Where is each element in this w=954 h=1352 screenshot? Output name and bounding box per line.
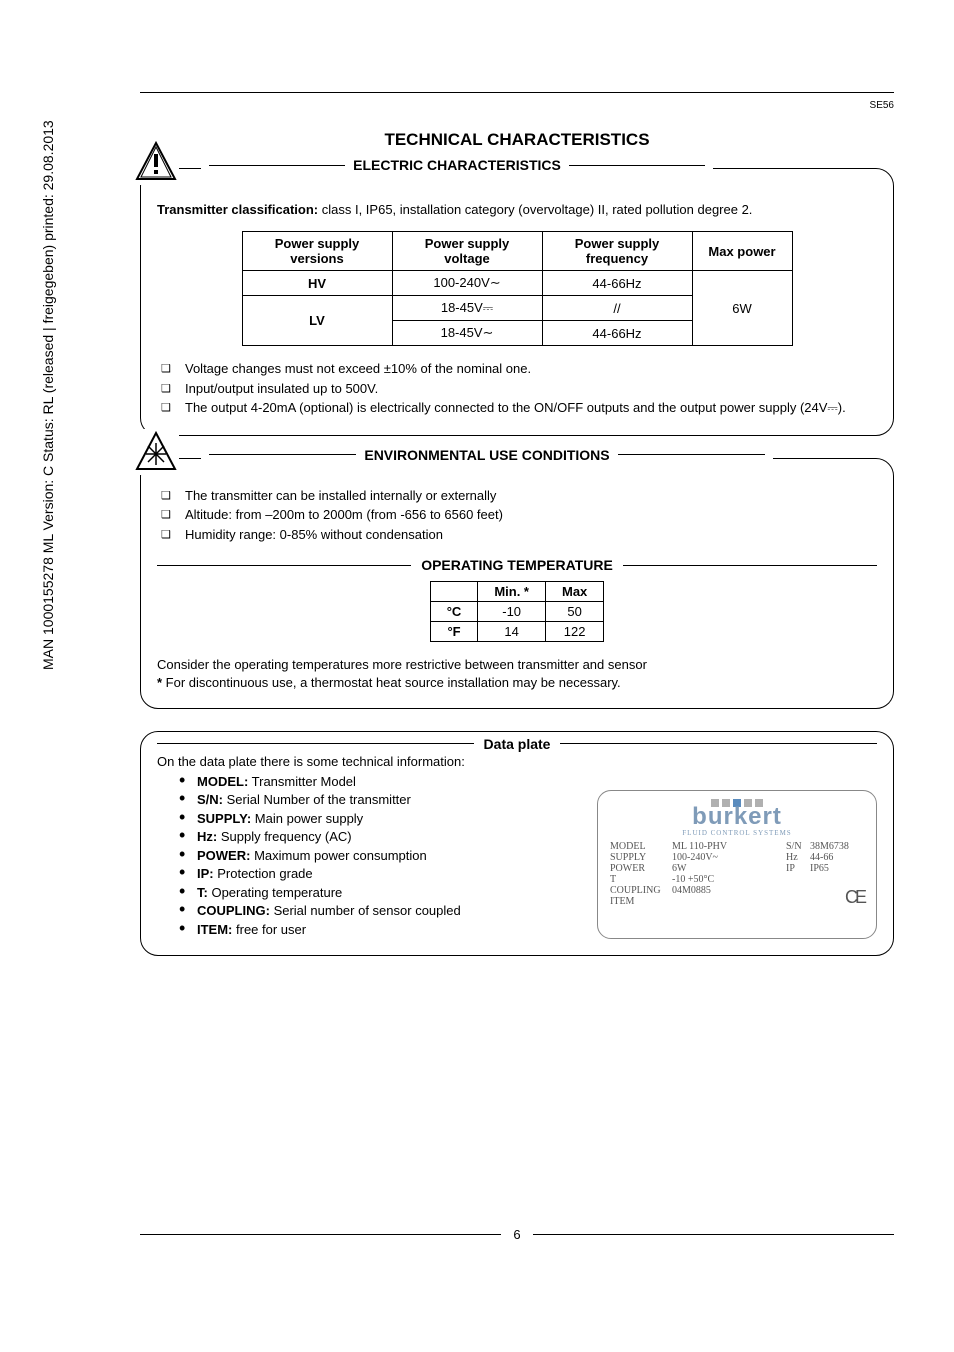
data-plate-card: burkert FLUID CONTROL SYSTEMS MODELML 11… [597, 790, 877, 940]
list-item: Input/output insulated up to 500V. [157, 380, 877, 398]
list-item: S/N: Serial Number of the transmitter [175, 791, 583, 809]
power-supply-table: Power supply versions Power supply volta… [242, 231, 793, 346]
list-item: Hz: Supply frequency (AC) [175, 828, 583, 846]
ps-th-2: Power supply frequency [542, 232, 692, 271]
electric-header: ELECTRIC CHARACTERISTICS [353, 157, 561, 173]
env-bullets: The transmitter can be installed interna… [157, 487, 877, 544]
list-item: POWER: Maximum power consumption [175, 847, 583, 865]
list-item: COUPLING: Serial number of sensor couple… [175, 902, 583, 920]
ps-cell: 18-45V∼ [392, 321, 542, 346]
ot-cell: °F [430, 622, 478, 642]
electric-intro-label: Transmitter classification: [157, 202, 318, 217]
electric-section: ELECTRIC CHARACTERISTICS Transmitter cla… [140, 168, 894, 436]
environmental-section: ENVIRONMENTAL USE CONDITIONS The transmi… [140, 458, 894, 709]
data-plate-section: Data plate On the data plate there is so… [140, 731, 894, 957]
list-item: Humidity range: 0-85% without condensati… [157, 526, 877, 544]
snowflake-icon [133, 429, 179, 475]
data-plate-grid: MODELML 110-PHVS/N38M6738 SUPPLY100-240V… [610, 841, 864, 908]
ps-th-0: Power supply versions [242, 232, 392, 271]
burkert-sub: FLUID CONTROL SYSTEMS [610, 829, 864, 837]
page-footer: 6 [140, 1227, 894, 1242]
electric-intro-rest: class I, IP65, installation category (ov… [318, 202, 752, 217]
ps-cell: 100-240V∼ [392, 271, 542, 296]
op-temp-table: Min. * Max °C -10 50 °F 14 122 [430, 581, 605, 642]
op-note: Consider the operating temperatures more… [157, 656, 877, 691]
page-title: TECHNICAL CHARACTERISTICS [140, 130, 894, 150]
ps-cell-lv: LV [242, 296, 392, 346]
data-plate-bullets: MODEL: Transmitter Model S/N: Serial Num… [175, 773, 583, 939]
ps-cell: 18-45V⎓ [392, 296, 542, 321]
list-item: T: Operating temperature [175, 884, 583, 902]
list-item: Voltage changes must not exceed ±10% of … [157, 360, 877, 378]
list-item: MODEL: Transmitter Model [175, 773, 583, 791]
electric-bullets: Voltage changes must not exceed ±10% of … [157, 360, 877, 417]
ps-cell: 44-66Hz [542, 271, 692, 296]
env-header: ENVIRONMENTAL USE CONDITIONS [364, 447, 609, 463]
burkert-logo: burkert [610, 805, 864, 829]
list-item: The output 4-20mA (optional) is electric… [157, 399, 877, 417]
list-item: IP: Protection grade [175, 865, 583, 883]
op-note-line2: For discontinuous use, a thermostat heat… [162, 675, 621, 690]
ot-th [430, 582, 478, 602]
ps-th-3: Max power [692, 232, 792, 271]
ot-cell: 14 [478, 622, 546, 642]
ps-cell: HV [242, 271, 392, 296]
data-plate-header: Data plate [484, 736, 551, 752]
list-item: ITEM: free for user [175, 921, 583, 939]
top-right-code: SE56 [870, 100, 894, 111]
ot-cell: 122 [545, 622, 603, 642]
ce-mark: CE [810, 887, 864, 908]
op-temp-header: OPERATING TEMPERATURE [421, 557, 613, 573]
side-doc-id: MAN 1000155278 ML Version: C Status: RL … [40, 120, 56, 670]
ot-cell: °C [430, 602, 478, 622]
electric-intro: Transmitter classification: class I, IP6… [157, 201, 877, 219]
list-item: Altitude: from –200m to 2000m (from -656… [157, 506, 877, 524]
list-item: The transmitter can be installed interna… [157, 487, 877, 505]
top-rule [140, 92, 894, 93]
page-number: 6 [513, 1227, 520, 1242]
data-plate-intro: On the data plate there is some technica… [157, 754, 465, 769]
list-item: SUPPLY: Main power supply [175, 810, 583, 828]
warning-icon [133, 139, 179, 185]
ps-th-1: Power supply voltage [392, 232, 542, 271]
ot-th: Min. * [478, 582, 546, 602]
ot-cell: -10 [478, 602, 546, 622]
op-note-line1: Consider the operating temperatures more… [157, 657, 647, 672]
ps-cell: 44-66Hz [542, 321, 692, 346]
ot-th: Max [545, 582, 603, 602]
ot-cell: 50 [545, 602, 603, 622]
ps-cell: // [542, 296, 692, 321]
ps-maxpower: 6W [692, 271, 792, 346]
